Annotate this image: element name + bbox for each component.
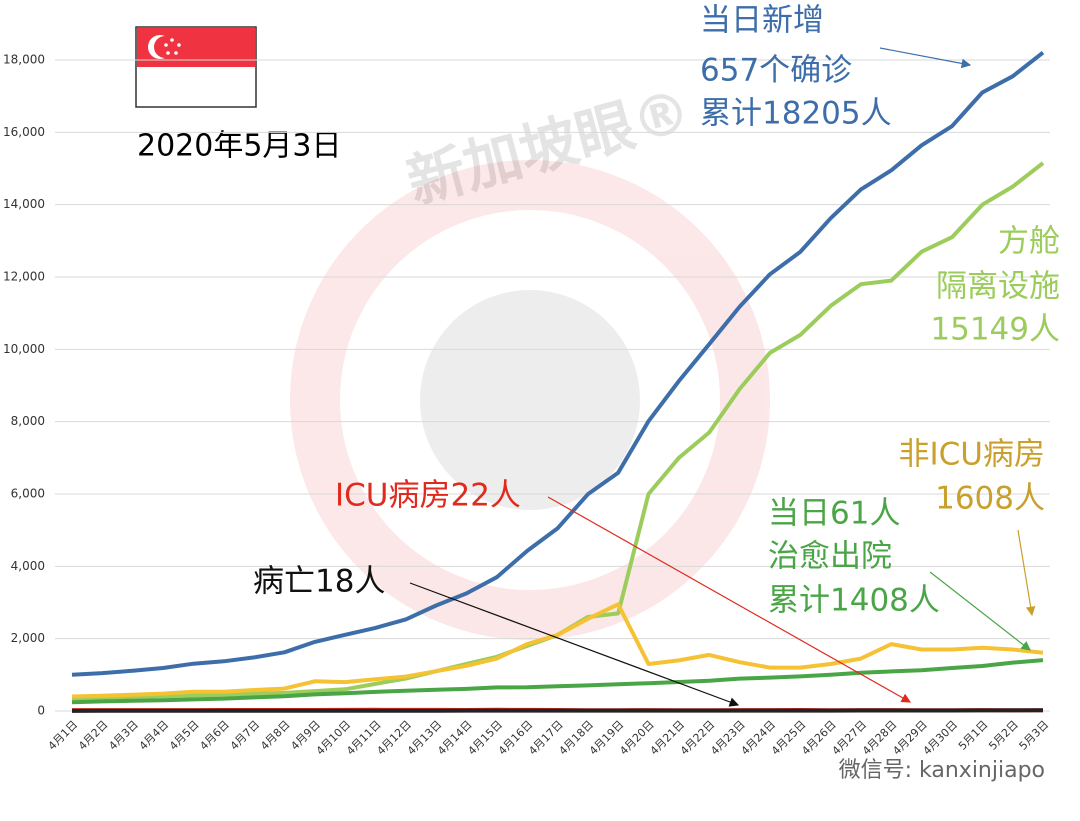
date: 2020年5月3日 <box>137 129 342 164</box>
y-tick-label: 2,000 <box>11 631 45 645</box>
y-tick-label: 6,000 <box>11 487 45 501</box>
x-tick-label: 4月7日 <box>228 718 263 753</box>
y-tick-label: 18,000 <box>3 53 45 67</box>
y-tick-label: 16,000 <box>3 125 45 139</box>
annotation: 657个确诊 <box>700 53 852 89</box>
annotation: 方舱 <box>998 224 1060 260</box>
annotation: 累计1408人 <box>768 583 940 619</box>
series-line <box>71 658 1044 705</box>
series-line <box>71 51 1045 677</box>
y-tick-label: 10,000 <box>3 342 45 356</box>
x-tick-label: 4月1日 <box>46 718 81 753</box>
series-line <box>71 708 1044 713</box>
annotation-arrow <box>1017 529 1036 617</box>
series-line <box>71 602 1044 699</box>
annotation: 隔离设施 <box>936 269 1060 305</box>
x-tick-label: 5月3日 <box>1017 718 1052 753</box>
x-tick-label: 4月5日 <box>167 718 202 753</box>
x-tick-label: 5月1日 <box>956 718 991 753</box>
annotation-arrow <box>879 47 972 69</box>
annotation-arrow <box>547 496 912 703</box>
x-tick-label: 4月4日 <box>137 718 172 753</box>
annotation: 治愈出院 <box>768 539 892 575</box>
flag <box>135 26 257 108</box>
x-tick-label: 4月2日 <box>76 718 111 753</box>
footer: 微信号: kanxinjiapo <box>839 758 1045 783</box>
x-tick-label: 4月3日 <box>106 718 141 753</box>
annotation: ICU病房22人 <box>335 478 521 514</box>
x-tick-label: 4月8日 <box>258 718 293 753</box>
y-tick-label: 4,000 <box>11 559 45 573</box>
y-tick-label: 14,000 <box>3 197 45 211</box>
y-tick-label: 0 <box>37 704 45 718</box>
y-tick-label: 12,000 <box>3 270 45 284</box>
annotation-arrow <box>409 582 740 707</box>
x-tick-label: 5月2日 <box>986 718 1021 753</box>
annotation: 累计18205人 <box>700 96 892 132</box>
annotation: 非ICU病房 <box>899 437 1045 473</box>
annotation: 当日61人 <box>768 496 900 532</box>
annotation: 当日新增 <box>700 3 824 39</box>
y-tick-label: 8,000 <box>11 414 45 428</box>
annotation: 1608人 <box>935 481 1045 517</box>
x-tick-label: 4月6日 <box>197 718 232 753</box>
annotation: 15149人 <box>930 312 1060 348</box>
annotation-arrow <box>929 571 1031 651</box>
watermark-logo <box>290 160 770 640</box>
annotation: 病亡18人 <box>253 564 385 600</box>
